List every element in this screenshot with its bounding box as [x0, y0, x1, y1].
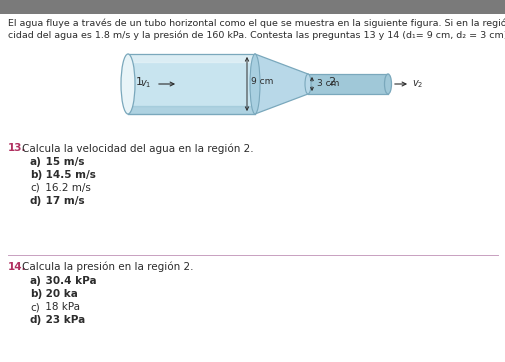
- Text: 20 ka: 20 ka: [42, 289, 78, 299]
- Text: d): d): [30, 315, 42, 325]
- Ellipse shape: [305, 74, 311, 94]
- Text: Calcula la velocidad del agua en la región 2.: Calcula la velocidad del agua en la regi…: [22, 143, 253, 153]
- Text: Calcula la presión en la región 2.: Calcula la presión en la región 2.: [22, 262, 193, 273]
- Text: 9 cm: 9 cm: [250, 77, 273, 87]
- Text: 18 kPa: 18 kPa: [42, 302, 80, 312]
- Text: c): c): [30, 302, 40, 312]
- Text: d): d): [30, 196, 42, 206]
- Text: b): b): [30, 170, 42, 180]
- Text: $v_2$: $v_2$: [411, 78, 423, 90]
- Ellipse shape: [121, 54, 135, 114]
- Polygon shape: [308, 74, 387, 94]
- Text: 16.2 m/s: 16.2 m/s: [42, 183, 91, 193]
- Text: a): a): [30, 276, 42, 286]
- Text: 17 m/s: 17 m/s: [42, 196, 84, 206]
- Polygon shape: [255, 54, 308, 114]
- Text: 30.4 kPa: 30.4 kPa: [42, 276, 96, 286]
- Ellipse shape: [384, 74, 391, 94]
- Text: El agua fluye a través de un tubo horizontal como el que se muestra en la siguie: El agua fluye a través de un tubo horizo…: [8, 18, 505, 28]
- Text: c): c): [30, 183, 40, 193]
- Bar: [0, 0, 505, 14]
- Text: $v_1$: $v_1$: [140, 78, 151, 90]
- Text: 2: 2: [327, 77, 334, 87]
- Polygon shape: [128, 54, 255, 114]
- Text: a): a): [30, 157, 42, 167]
- Text: b): b): [30, 289, 42, 299]
- Text: 23 kPa: 23 kPa: [42, 315, 85, 325]
- Text: 15 m/s: 15 m/s: [42, 157, 84, 167]
- Text: 14.5 m/s: 14.5 m/s: [42, 170, 95, 180]
- Text: 14.: 14.: [8, 262, 27, 272]
- Text: cidad del agua es 1.8 m/s y la presión de 160 kPa. Contesta las preguntas 13 y 1: cidad del agua es 1.8 m/s y la presión d…: [8, 30, 505, 39]
- Text: 13.: 13.: [8, 143, 26, 153]
- Text: 1: 1: [136, 77, 143, 87]
- Text: 3 cm: 3 cm: [316, 80, 339, 88]
- Ellipse shape: [249, 54, 260, 114]
